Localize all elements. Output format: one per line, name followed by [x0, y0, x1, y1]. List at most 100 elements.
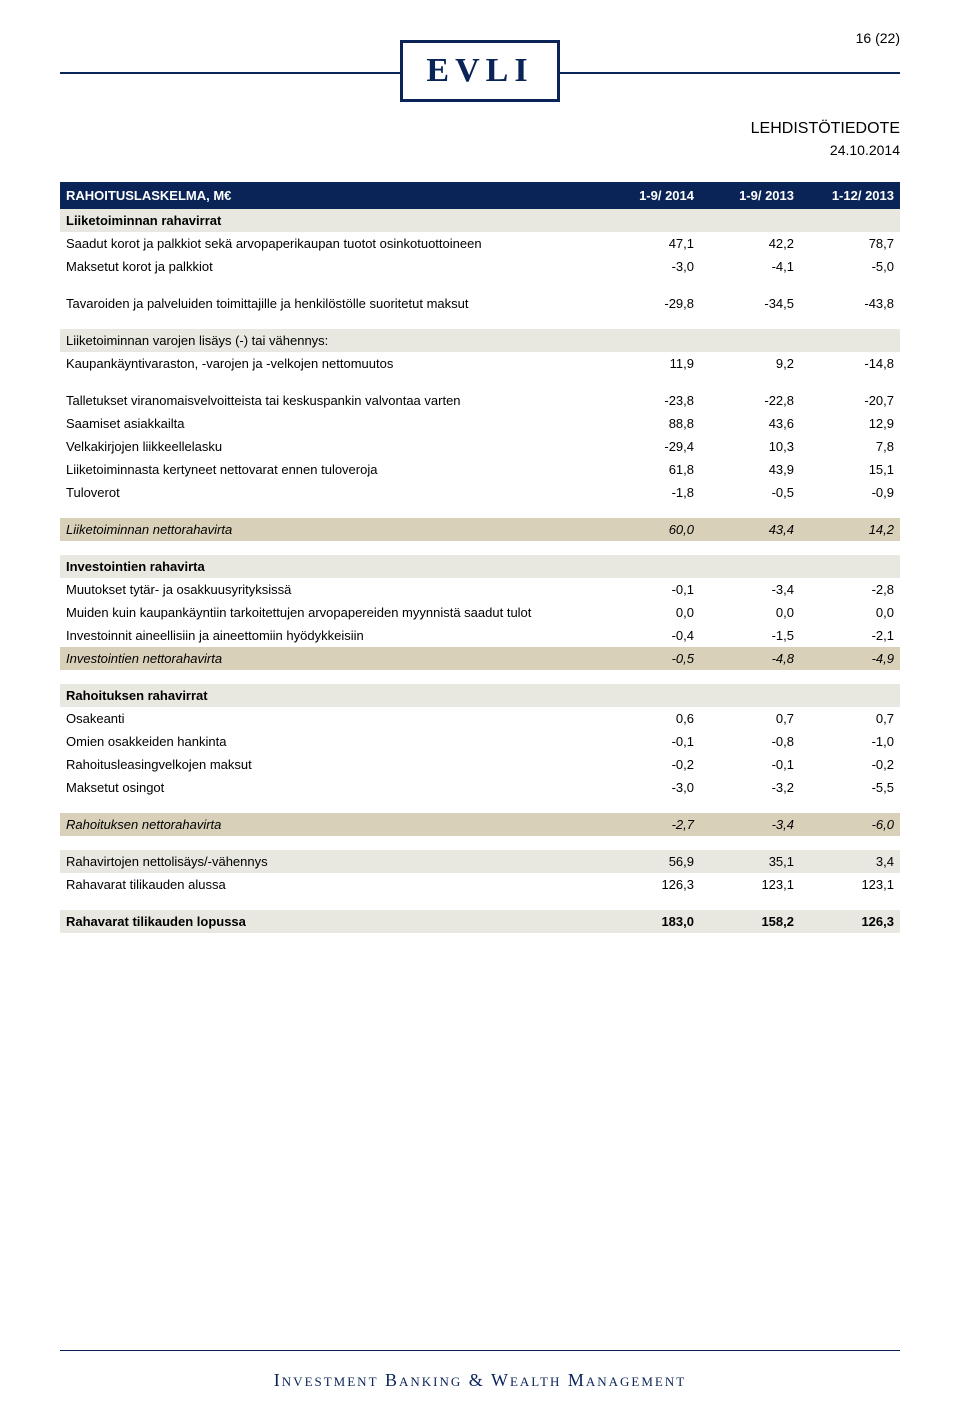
cash-end-row: Rahavarat tilikauden lopussa 183,0 158,2…: [60, 910, 900, 933]
row-val: -29,8: [600, 292, 700, 315]
row-val: -2,8: [800, 578, 900, 601]
table-row: Velkakirjojen liikkeellelasku -29,4 10,3…: [60, 435, 900, 458]
row-val: 0,7: [700, 707, 800, 730]
row-val: -3,0: [600, 255, 700, 278]
financing-net-row: Rahoituksen nettorahavirta -2,7 -3,4 -6,…: [60, 813, 900, 836]
row-val: -2,7: [600, 813, 700, 836]
row-val: 15,1: [800, 458, 900, 481]
row-label: Velkakirjojen liikkeellelasku: [60, 435, 600, 458]
footer-tagline: Investment Banking & Wealth Management: [0, 1370, 960, 1391]
row-val: -6,0: [800, 813, 900, 836]
table-row: Rahavarat tilikauden alussa 126,3 123,1 …: [60, 873, 900, 896]
table-row: Talletukset viranomaisvelvoitteista tai …: [60, 389, 900, 412]
row-val: 126,3: [800, 910, 900, 933]
row-val: 56,9: [600, 850, 700, 873]
table-row: Omien osakkeiden hankinta -0,1 -0,8 -1,0: [60, 730, 900, 753]
row-val: 0,7: [800, 707, 900, 730]
net-change-row: Rahavirtojen nettolisäys/-vähennys 56,9 …: [60, 850, 900, 873]
section-label: Liiketoiminnan rahavirrat: [60, 209, 600, 232]
row-label: Omien osakkeiden hankinta: [60, 730, 600, 753]
row-label: Rahoitusleasingvelkojen maksut: [60, 753, 600, 776]
operating-net-row: Liiketoiminnan nettorahavirta 60,0 43,4 …: [60, 518, 900, 541]
row-val: -43,8: [800, 292, 900, 315]
row-val: 43,6: [700, 412, 800, 435]
row-val: 0,0: [600, 601, 700, 624]
row-label: Investointien nettorahavirta: [60, 647, 600, 670]
row-label: Tavaroiden ja palveluiden toimittajille …: [60, 292, 600, 315]
row-val: 0,0: [800, 601, 900, 624]
row-label: Muiden kuin kaupankäyntiin tarkoitettuje…: [60, 601, 600, 624]
row-val: 183,0: [600, 910, 700, 933]
row-val: -14,8: [800, 352, 900, 375]
row-val: -2,1: [800, 624, 900, 647]
row-val: -0,5: [600, 647, 700, 670]
row-val: -0,5: [700, 481, 800, 504]
col-header-1: 1-9/ 2014: [600, 182, 700, 209]
row-val: 12,9: [800, 412, 900, 435]
footer-rule: [60, 1350, 900, 1351]
row-val: -0,1: [600, 578, 700, 601]
row-val: 35,1: [700, 850, 800, 873]
row-val: 88,8: [600, 412, 700, 435]
row-val: -3,2: [700, 776, 800, 799]
row-label: Muutokset tytär- ja osakkuusyrityksissä: [60, 578, 600, 601]
table-row: Liiketoiminnasta kertyneet nettovarat en…: [60, 458, 900, 481]
row-label: Investoinnit aineellisiin ja aineettomii…: [60, 624, 600, 647]
row-val: -0,2: [800, 753, 900, 776]
row-val: 60,0: [600, 518, 700, 541]
section-financing-title: Rahoituksen rahavirrat: [60, 684, 900, 707]
row-label: Rahavarat tilikauden lopussa: [60, 910, 600, 933]
row-val: 43,9: [700, 458, 800, 481]
row-val: -5,5: [800, 776, 900, 799]
row-label: Rahoituksen nettorahavirta: [60, 813, 600, 836]
row-val: 14,2: [800, 518, 900, 541]
table-title: RAHOITUSLASKELMA, M€: [60, 182, 600, 209]
row-val: 11,9: [600, 352, 700, 375]
brand-logo: EVLI: [400, 40, 560, 102]
row-val: -5,0: [800, 255, 900, 278]
section-operating-title: Liiketoiminnan rahavirrat: [60, 209, 900, 232]
row-label: Rahavirtojen nettolisäys/-vähennys: [60, 850, 600, 873]
row-val: 123,1: [800, 873, 900, 896]
row-label: Saamiset asiakkailta: [60, 412, 600, 435]
row-val: -0,8: [700, 730, 800, 753]
row-val: 61,8: [600, 458, 700, 481]
col-header-2: 1-9/ 2013: [700, 182, 800, 209]
page-counter: 16 (22): [856, 30, 900, 46]
row-val: -4,1: [700, 255, 800, 278]
row-val: -0,4: [600, 624, 700, 647]
row-label: Liiketoiminnan nettorahavirta: [60, 518, 600, 541]
section-label: Rahoituksen rahavirrat: [60, 684, 600, 707]
row-val: -0,1: [600, 730, 700, 753]
col-header-3: 1-12/ 2013: [800, 182, 900, 209]
row-val: -29,4: [600, 435, 700, 458]
release-title: LEHDISTÖTIEDOTE: [60, 120, 900, 138]
row-label: Talletukset viranomaisvelvoitteista tai …: [60, 389, 600, 412]
page: 16 (22) EVLI LEHDISTÖTIEDOTE 24.10.2014 …: [0, 0, 960, 1421]
row-val: -23,8: [600, 389, 700, 412]
row-val: -4,8: [700, 647, 800, 670]
row-val: 47,1: [600, 232, 700, 255]
release-date: 24.10.2014: [60, 142, 900, 158]
table-row: Saadut korot ja palkkiot sekä arvopaperi…: [60, 232, 900, 255]
row-val: 43,4: [700, 518, 800, 541]
table-row: Maksetut korot ja palkkiot -3,0 -4,1 -5,…: [60, 255, 900, 278]
row-val: -20,7: [800, 389, 900, 412]
table-row: Tuloverot -1,8 -0,5 -0,9: [60, 481, 900, 504]
row-val: -0,1: [700, 753, 800, 776]
brand-logo-text: EVLI: [426, 52, 533, 90]
row-val: -3,4: [700, 578, 800, 601]
section-investing-title: Investointien rahavirta: [60, 555, 900, 578]
row-val: -0,2: [600, 753, 700, 776]
table-row: Saamiset asiakkailta 88,8 43,6 12,9: [60, 412, 900, 435]
row-val: -34,5: [700, 292, 800, 315]
row-val: 42,2: [700, 232, 800, 255]
investing-net-row: Investointien nettorahavirta -0,5 -4,8 -…: [60, 647, 900, 670]
row-label: Maksetut osingot: [60, 776, 600, 799]
table-row: Maksetut osingot -3,0 -3,2 -5,5: [60, 776, 900, 799]
row-val: 158,2: [700, 910, 800, 933]
cashflow-table: RAHOITUSLASKELMA, M€ 1-9/ 2014 1-9/ 2013…: [60, 182, 900, 933]
table-row: Rahoitusleasingvelkojen maksut -0,2 -0,1…: [60, 753, 900, 776]
row-val: -1,5: [700, 624, 800, 647]
section-operating-change-title: Liiketoiminnan varojen lisäys (-) tai vä…: [60, 329, 900, 352]
